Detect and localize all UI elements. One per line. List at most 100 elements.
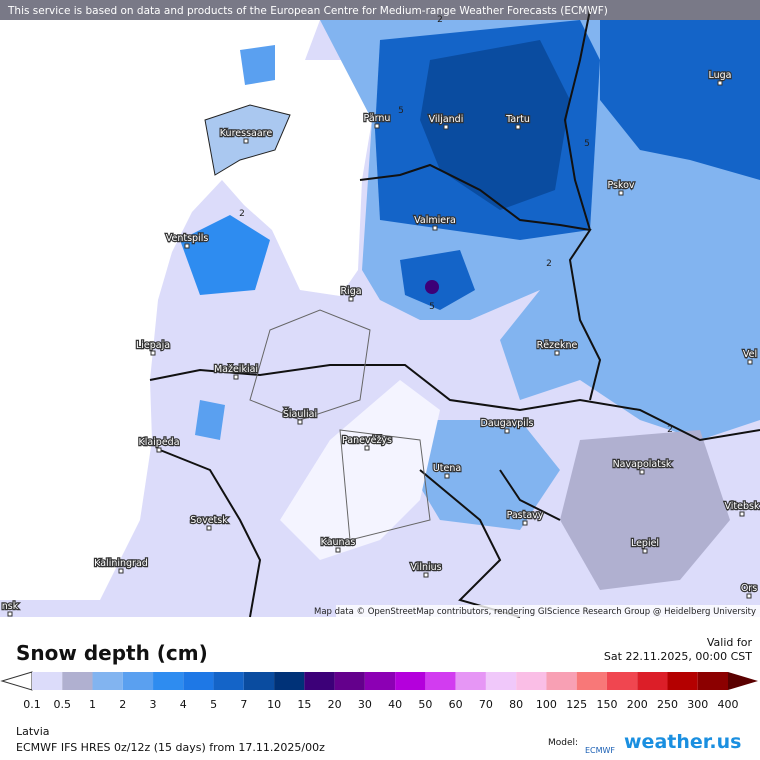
over-arrow <box>728 672 758 690</box>
city-label: nsk <box>2 601 19 612</box>
legend-tick: 200 <box>627 698 648 711</box>
city-label: Kaliningrad <box>94 558 148 569</box>
legend-tick: 3 <box>150 698 157 711</box>
legend-tick: 10 <box>267 698 281 711</box>
color-bin <box>425 672 456 690</box>
legend-tick: 100 <box>536 698 557 711</box>
city-dot <box>432 225 438 231</box>
contour-label: 2 <box>667 425 673 435</box>
model-label: Model: <box>548 738 578 748</box>
bare <box>280 380 440 560</box>
snow-0 <box>560 430 730 590</box>
city-dot <box>618 190 624 196</box>
sea <box>0 20 372 600</box>
city-label: Liepaja <box>136 340 170 351</box>
city-label: Tartu <box>505 114 530 125</box>
model-name: ECMWF <box>585 746 615 755</box>
legend-tick: 80 <box>509 698 523 711</box>
legend-tick: 50 <box>418 698 432 711</box>
city-dot <box>374 123 380 129</box>
snow-2 <box>400 250 475 310</box>
color-bin <box>153 672 184 690</box>
color-bin <box>546 672 577 690</box>
city-label: Vitebsk <box>725 501 760 512</box>
city-dot <box>206 525 212 531</box>
color-bin <box>304 672 335 690</box>
contour-label: 5 <box>584 139 590 149</box>
city-dot <box>156 447 162 453</box>
contour-label: 2 <box>546 259 552 269</box>
snow-3 <box>420 40 570 210</box>
legend-title: Snow depth (cm) <box>16 641 208 665</box>
attribution-bg <box>336 605 760 617</box>
city-dot <box>747 359 753 365</box>
color-bin <box>667 672 698 690</box>
color-bin <box>32 672 63 690</box>
city-label: Ors <box>741 583 757 594</box>
legend-tick: 30 <box>358 698 372 711</box>
city-dot <box>118 568 124 574</box>
city-label: Vel <box>743 349 757 360</box>
city-dot <box>504 428 510 434</box>
city-label: Daugavpils <box>481 418 534 429</box>
city-label: Sovetsk <box>190 515 228 526</box>
snow-max <box>425 280 439 294</box>
city-dot <box>7 611 13 617</box>
color-bin <box>606 672 638 690</box>
city-label: Panevėžys <box>342 435 392 446</box>
color-bin <box>516 672 547 690</box>
under-arrow <box>0 671 33 691</box>
city-dot <box>554 350 560 356</box>
city-label: Navapolatsk <box>613 459 672 470</box>
border <box>359 163 602 401</box>
city-label: Utena <box>433 463 461 474</box>
city-dot <box>746 593 752 599</box>
city-dot <box>739 511 745 517</box>
color-bin <box>243 672 275 690</box>
district <box>249 309 431 541</box>
legend-tick: 7 <box>240 698 247 711</box>
legend-tick: 0.5 <box>54 698 72 711</box>
city-label: Vilnius <box>410 562 441 573</box>
color-bin <box>637 672 668 690</box>
city-dot <box>642 548 648 554</box>
city-dot <box>443 124 449 130</box>
city-dot <box>297 419 303 425</box>
city-label: Ventspils <box>166 233 209 244</box>
city-dot <box>150 350 156 356</box>
color-bin <box>122 672 154 690</box>
color-bin <box>395 672 426 690</box>
contour-label: 2 <box>437 15 443 25</box>
legend-tick: 5 <box>210 698 217 711</box>
city-label: Luga <box>709 70 732 81</box>
city-dot <box>233 374 239 380</box>
city-dot <box>522 520 528 526</box>
legend-tick: 4 <box>180 698 187 711</box>
border <box>149 364 760 442</box>
legend-tick: 2 <box>119 698 126 711</box>
city-label: Klaipėda <box>138 437 179 448</box>
city-label: Šiauliai <box>283 408 317 420</box>
color-bin <box>364 672 396 690</box>
legend-tick: 0.1 <box>23 698 41 711</box>
attribution: Map data © OpenStreetMap contributors, r… <box>314 607 756 617</box>
region: Latvia <box>16 725 50 738</box>
island <box>240 45 275 85</box>
color-bin <box>62 672 93 690</box>
legend-tick: 250 <box>657 698 678 711</box>
city-label: Lepiel <box>631 538 659 549</box>
contour-label: 5 <box>429 302 435 312</box>
city-dot <box>515 124 521 130</box>
city-label: Pskov <box>607 180 634 191</box>
city-dot <box>243 138 249 144</box>
legend-tick: 400 <box>718 698 739 711</box>
city-dot <box>184 243 190 249</box>
color-bin <box>183 672 214 690</box>
city-label: Mažeikiai <box>214 364 258 375</box>
banner: This service is based on data and produc… <box>7 5 608 17</box>
brand: weather.us <box>624 731 741 753</box>
snow-2 <box>180 215 270 295</box>
legend-tick: 60 <box>449 698 463 711</box>
city-label: Rēzekne <box>537 340 578 351</box>
